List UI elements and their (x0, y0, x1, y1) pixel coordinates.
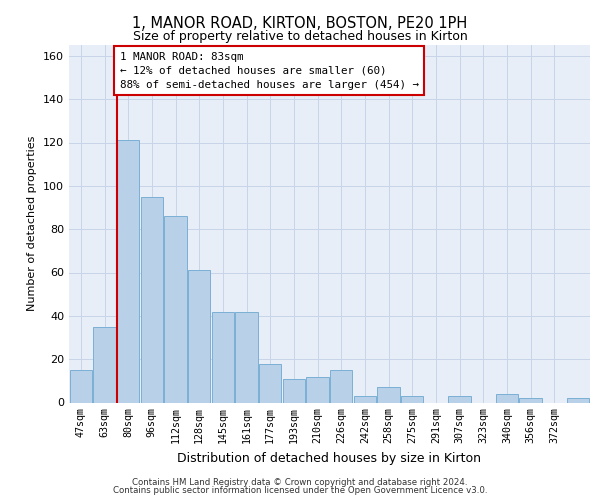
Bar (235, 312, 258, 402)
Bar (164, 216, 187, 402)
Bar (259, 364, 281, 403)
Bar (520, 398, 542, 402)
Bar (353, 396, 376, 402)
Bar (70, 370, 92, 402)
X-axis label: Distribution of detached houses by size in Kirton: Distribution of detached houses by size … (178, 452, 481, 464)
Bar (567, 398, 589, 402)
Bar (140, 196, 163, 402)
Bar (117, 140, 139, 402)
Bar (377, 388, 400, 402)
Text: 1, MANOR ROAD, KIRTON, BOSTON, PE20 1PH: 1, MANOR ROAD, KIRTON, BOSTON, PE20 1PH (133, 16, 467, 31)
Bar (283, 378, 305, 402)
Bar (307, 376, 329, 402)
Bar (212, 312, 234, 402)
Text: 1 MANOR ROAD: 83sqm
← 12% of detached houses are smaller (60)
88% of semi-detach: 1 MANOR ROAD: 83sqm ← 12% of detached ho… (120, 52, 419, 90)
Bar (188, 270, 211, 402)
Bar (496, 394, 518, 402)
Bar (93, 326, 116, 402)
Text: Contains public sector information licensed under the Open Government Licence v3: Contains public sector information licen… (113, 486, 487, 495)
Text: Size of property relative to detached houses in Kirton: Size of property relative to detached ho… (133, 30, 467, 43)
Bar (401, 396, 424, 402)
Bar (330, 370, 352, 402)
Y-axis label: Number of detached properties: Number of detached properties (28, 136, 37, 312)
Text: Contains HM Land Registry data © Crown copyright and database right 2024.: Contains HM Land Registry data © Crown c… (132, 478, 468, 487)
Bar (448, 396, 471, 402)
